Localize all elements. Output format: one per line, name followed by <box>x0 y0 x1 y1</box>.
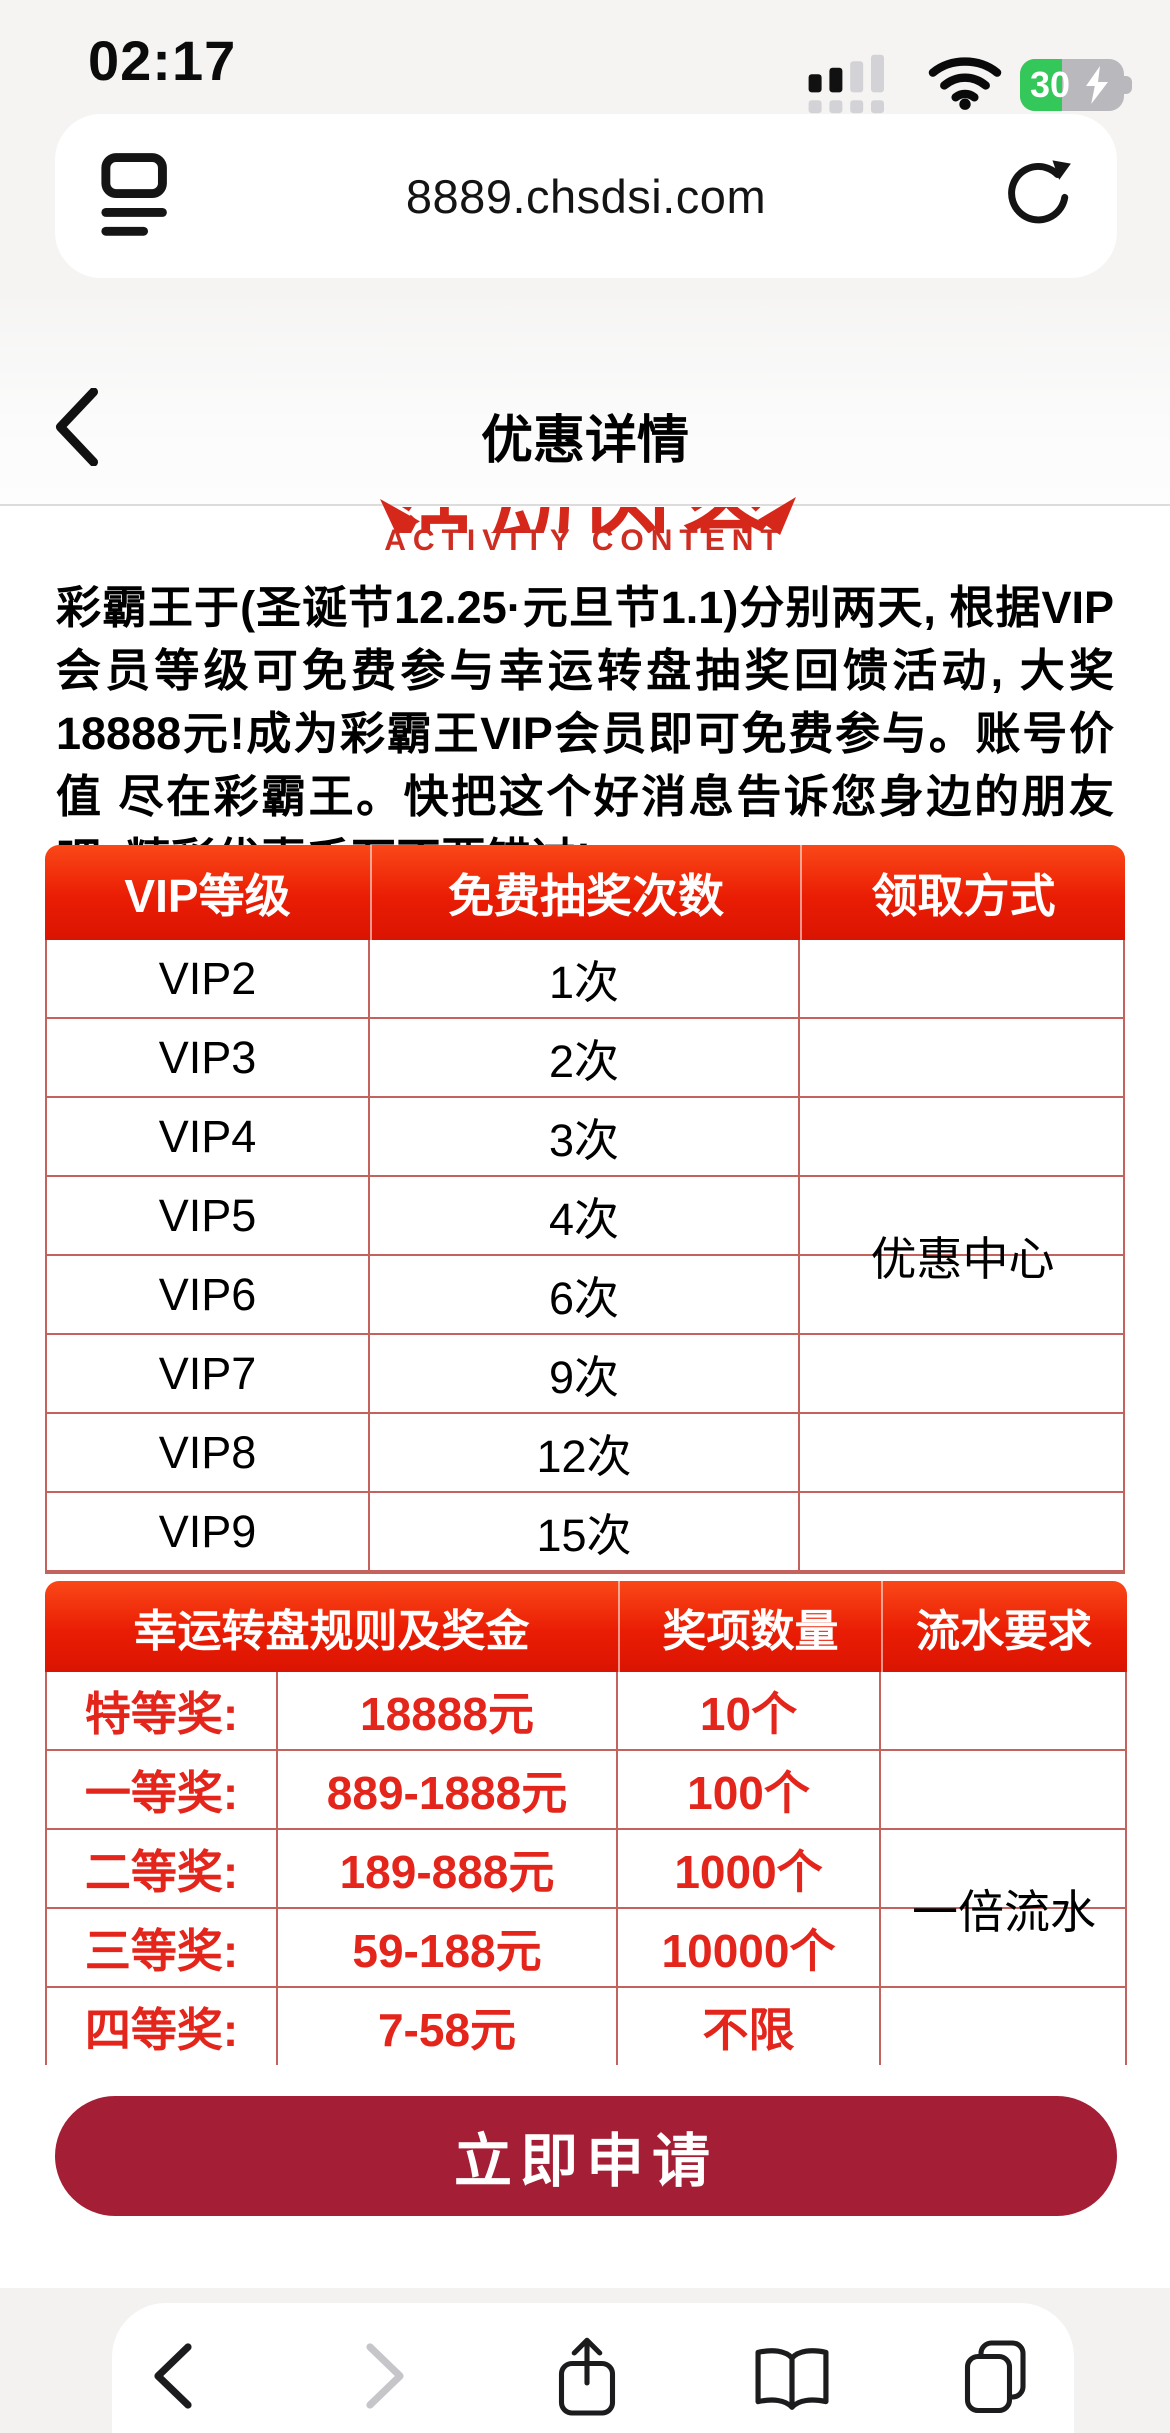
turnover-requirement-cell: 一倍流水 <box>912 1886 1096 1938</box>
status-and-url-area: 02:17 <box>0 0 1170 300</box>
status-time: 02:17 <box>88 29 237 92</box>
prize-table-header-count: 奖项数量 <box>618 1581 881 1672</box>
browser-toolbar <box>112 2303 1074 2433</box>
vip-table-body: VIP2 1次 VIP3 2次 VIP4 3次 VIP5 4次 VIP6 6次 … <box>45 940 1125 1574</box>
vip-draws-table: VIP等级 免费抽奖次数 领取方式 VIP2 1次 VIP3 2次 VIP4 3… <box>45 845 1125 1574</box>
prize-table-header-rules: 幸运转盘规则及奖金 <box>133 1606 530 1656</box>
table-row: VIP7 9次 <box>47 1335 1123 1414</box>
promo-description: 彩霸王于(圣诞节12.25·元旦节1.1)分别两天, 根据VIP会员等级可免费参… <box>56 582 1114 885</box>
vip-table-header-claim: 领取方式 <box>800 845 1125 940</box>
table-row: VIP8 12次 <box>47 1414 1123 1493</box>
cellular-signal-icon <box>806 50 910 119</box>
status-icons: 30 <box>806 50 1142 119</box>
prize-table-header: 幸运转盘规则及奖金 奖项数量 流水要求 <box>45 1581 1127 1672</box>
toolbar-tabs-icon[interactable] <box>960 2337 1032 2420</box>
table-row: VIP4 3次 <box>47 1098 1123 1177</box>
prize-rules-table: 幸运转盘规则及奖金 奖项数量 流水要求 特等奖: 18888元 10个 一等奖:… <box>45 1581 1127 2065</box>
toolbar-back-icon[interactable] <box>150 2343 194 2414</box>
table-row: VIP9 15次 <box>47 1493 1123 1572</box>
url-bar[interactable]: 8889.chsdsi.com <box>55 114 1117 278</box>
table-row: VIP6 6次 <box>47 1256 1123 1335</box>
reload-icon[interactable] <box>999 154 1077 243</box>
prize-table-body: 特等奖: 18888元 10个 一等奖: 889-1888元 100个 二等奖:… <box>45 1672 1127 2065</box>
back-chevron-icon[interactable] <box>52 387 100 471</box>
toolbar-bookmarks-icon[interactable] <box>750 2345 834 2418</box>
toolbar-share-icon[interactable] <box>554 2335 620 2424</box>
vip-table-header: VIP等级 免费抽奖次数 领取方式 <box>45 845 1125 940</box>
table-row: 二等奖: 189-888元 1000个 <box>47 1830 1125 1909</box>
table-row: VIP2 1次 <box>47 940 1123 1019</box>
activity-banner-title-clipped: 活动内容 <box>0 507 1170 533</box>
page-title: 优惠详情 <box>480 412 689 470</box>
prize-table-header-turnover: 流水要求 <box>881 1581 1125 1672</box>
activity-banner-subtitle: ACTIVITY CONTENT <box>384 524 786 557</box>
table-row: 三等奖: 59-188元 10000个 <box>47 1909 1125 1988</box>
url-text[interactable]: 8889.chsdsi.com <box>405 169 767 223</box>
claim-method-cell: 优惠中心 <box>870 1233 1055 1285</box>
wifi-icon <box>928 54 1002 115</box>
table-row: 一等奖: 889-1888元 100个 <box>47 1751 1125 1830</box>
table-row: VIP3 2次 <box>47 1019 1123 1098</box>
table-row: VIP5 4次 <box>47 1177 1123 1256</box>
page-header: 优惠详情 <box>0 300 1170 506</box>
vip-table-header-level: VIP等级 <box>124 869 291 922</box>
apply-now-button[interactable]: 立即申请 <box>55 2096 1117 2216</box>
reader-mode-icon[interactable] <box>99 152 195 247</box>
table-row: 四等奖: 7-58元 不限 <box>47 1988 1125 2065</box>
toolbar-forward-icon <box>364 2343 408 2414</box>
battery-icon: 30 <box>1020 58 1142 111</box>
vip-table-header-draws: 免费抽奖次数 <box>370 845 800 940</box>
table-row: 特等奖: 18888元 10个 <box>47 1672 1125 1751</box>
battery-percent: 30 <box>1030 63 1071 105</box>
